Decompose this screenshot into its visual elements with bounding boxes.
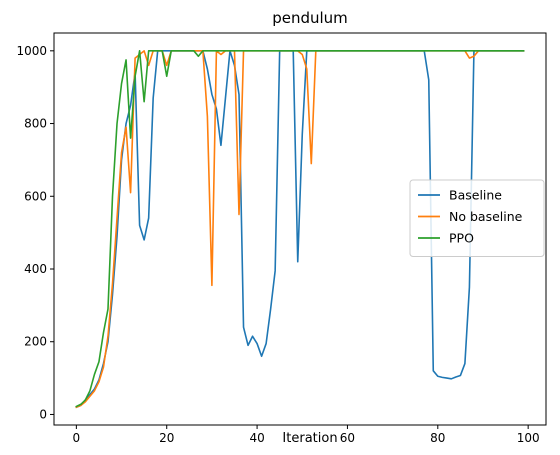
- y-tick-label: 800: [24, 117, 47, 131]
- legend-label: PPO: [449, 231, 474, 246]
- x-axis-title: Iteration: [282, 431, 337, 446]
- y-tick-label: 1000: [16, 44, 47, 58]
- legend-box: [409, 179, 545, 257]
- x-axis: 0 20 40 60 80 100: [73, 425, 540, 445]
- x-tick-label: 20: [159, 431, 174, 445]
- legend: Baseline No baseline PPO: [409, 179, 545, 257]
- x-tick-label: 0: [73, 431, 81, 445]
- legend-label: Baseline: [449, 188, 502, 203]
- series-layer: [75, 50, 525, 409]
- plot-area: [53, 32, 547, 426]
- y-tick-label: 200: [24, 335, 47, 349]
- y-tick-label: 600: [24, 189, 47, 203]
- x-tick-label: 60: [340, 431, 355, 445]
- series-line-baseline: [75, 50, 525, 409]
- series-line-ppo: [75, 50, 525, 408]
- x-tick-label: 100: [517, 431, 540, 445]
- legend-label: No baseline: [449, 209, 523, 224]
- axes-frame: [53, 32, 547, 426]
- x-tick-label: 40: [249, 431, 264, 445]
- y-axis: 0 200 400 600 800 1000: [16, 44, 54, 421]
- y-tick-label: 400: [24, 262, 47, 276]
- chart-title: pendulum: [272, 9, 348, 27]
- x-tick-label: 80: [430, 431, 445, 445]
- y-tick-label: 0: [39, 407, 47, 421]
